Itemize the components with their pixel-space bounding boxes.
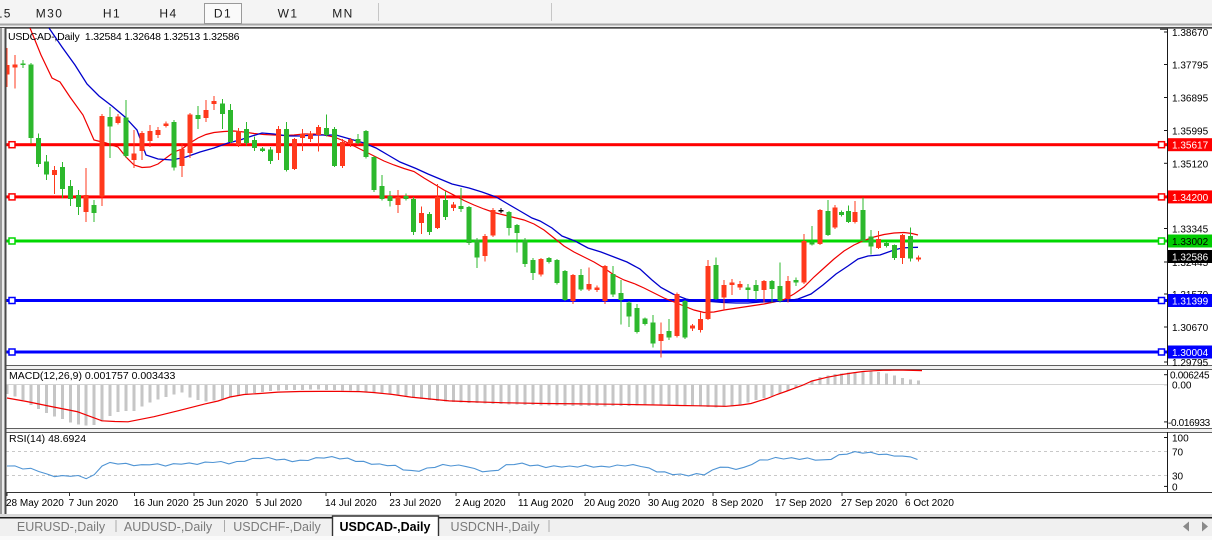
svg-text:1.34200: 1.34200 <box>1172 193 1209 204</box>
svg-text:28 May 2020: 28 May 2020 <box>6 498 64 509</box>
svg-text:0: 0 <box>1172 482 1178 493</box>
svg-text:D1: D1 <box>214 7 232 21</box>
svg-text:AUDUSD-,Daily: AUDUSD-,Daily <box>124 520 213 534</box>
svg-text:27 Sep 2020: 27 Sep 2020 <box>841 498 898 509</box>
svg-text:1.35995: 1.35995 <box>1172 127 1209 138</box>
svg-text:30: 30 <box>1172 472 1184 483</box>
svg-text:1.31399: 1.31399 <box>1172 297 1209 308</box>
svg-text:1.38670: 1.38670 <box>1172 28 1209 39</box>
svg-text:11 Aug 2020: 11 Aug 2020 <box>518 498 574 509</box>
svg-text:H4: H4 <box>159 7 177 21</box>
svg-text:16 Jun 2020: 16 Jun 2020 <box>134 498 189 509</box>
svg-text:1.35617: 1.35617 <box>1172 141 1209 152</box>
svg-text:0.00: 0.00 <box>1172 381 1192 392</box>
svg-text:USDCAD-,Daily 1.32584 1.32648: USDCAD-,Daily 1.32584 1.32648 1.32513 1.… <box>8 31 240 43</box>
svg-text:MN: MN <box>332 7 353 21</box>
svg-text:H1: H1 <box>103 7 121 21</box>
svg-text:USDCAD-,Daily: USDCAD-,Daily <box>340 520 431 534</box>
svg-text:30 Aug 2020: 30 Aug 2020 <box>648 498 705 509</box>
svg-text:2 Aug 2020: 2 Aug 2020 <box>455 498 506 509</box>
svg-text:7 Jun 2020: 7 Jun 2020 <box>69 498 119 509</box>
svg-text:1.30004: 1.30004 <box>1172 348 1209 359</box>
svg-text:1.33002: 1.33002 <box>1172 237 1209 248</box>
svg-text:20 Aug 2020: 20 Aug 2020 <box>584 498 641 509</box>
svg-text:RSI(14) 48.6924: RSI(14) 48.6924 <box>9 433 86 445</box>
svg-text:1.32445: 1.32445 <box>1172 258 1209 269</box>
svg-text:70: 70 <box>1172 448 1184 459</box>
svg-text:5 Jul 2020: 5 Jul 2020 <box>256 498 303 509</box>
svg-text:1.30670: 1.30670 <box>1172 323 1209 334</box>
svg-text:MACD(12,26,9) 0.001757 0.00343: MACD(12,26,9) 0.001757 0.003433 <box>9 370 176 382</box>
svg-text:1.29795: 1.29795 <box>1172 358 1209 369</box>
svg-text:1.37795: 1.37795 <box>1172 61 1209 72</box>
svg-text:100: 100 <box>1172 434 1189 445</box>
svg-text:1.35120: 1.35120 <box>1172 159 1209 170</box>
svg-text:1.33345: 1.33345 <box>1172 225 1209 236</box>
svg-text:USDCHF-,Daily: USDCHF-,Daily <box>233 520 321 534</box>
svg-text:-0.016933: -0.016933 <box>1168 418 1211 429</box>
svg-text:M30: M30 <box>36 7 64 21</box>
svg-text:0.006245: 0.006245 <box>1170 371 1210 382</box>
svg-text:1.36895: 1.36895 <box>1172 94 1209 105</box>
svg-text:1.32586: 1.32586 <box>1172 253 1209 264</box>
svg-text:17 Sep 2020: 17 Sep 2020 <box>775 498 832 509</box>
svg-text:M15: M15 <box>0 7 12 21</box>
svg-text:14 Jul 2020: 14 Jul 2020 <box>325 498 377 509</box>
svg-text:25 Jun 2020: 25 Jun 2020 <box>193 498 248 509</box>
svg-text:USDCNH-,Daily: USDCNH-,Daily <box>451 520 541 534</box>
svg-text:EURUSD-,Daily: EURUSD-,Daily <box>17 520 106 534</box>
svg-text:23 Jul 2020: 23 Jul 2020 <box>389 498 441 509</box>
svg-text:6 Oct 2020: 6 Oct 2020 <box>905 498 954 509</box>
svg-text:W1: W1 <box>278 7 299 21</box>
svg-text:8 Sep 2020: 8 Sep 2020 <box>712 498 764 509</box>
